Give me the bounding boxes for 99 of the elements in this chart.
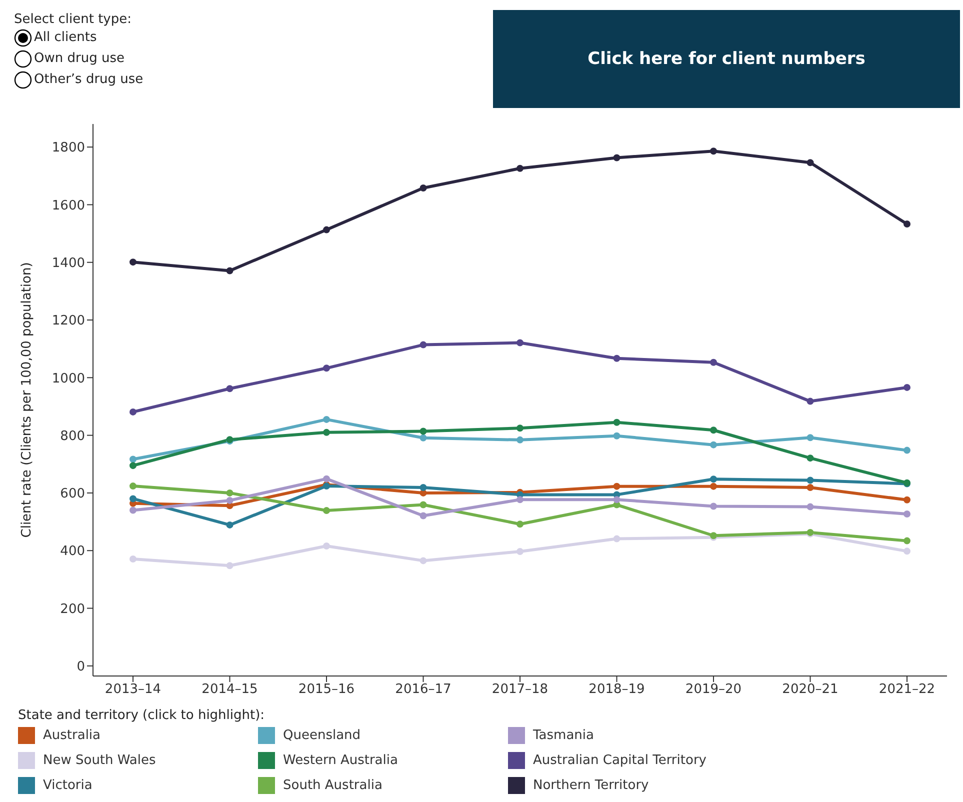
point	[323, 364, 330, 372]
x-tick-label: 2019–20	[685, 682, 742, 698]
point	[226, 562, 234, 570]
x-tick-label: 2015–16	[298, 682, 355, 698]
point	[613, 354, 620, 362]
point	[904, 496, 910, 504]
text: Select client type:	[14, 12, 132, 27]
point	[710, 148, 717, 155]
point	[226, 267, 234, 274]
point	[420, 501, 427, 508]
point	[904, 446, 910, 454]
point	[710, 426, 717, 434]
point	[420, 428, 427, 435]
point	[323, 507, 330, 514]
legend-label: Northern Territory	[533, 778, 649, 793]
point	[806, 159, 814, 166]
point	[904, 220, 910, 228]
point	[904, 548, 910, 555]
legend-label: Tasmania	[533, 728, 594, 743]
y-tick-label: 0	[76, 660, 85, 675]
x-tick-label: 2017–18	[492, 682, 548, 698]
legend-label: Queensland	[283, 728, 361, 743]
point	[323, 542, 330, 550]
point	[516, 436, 524, 444]
point	[420, 484, 427, 491]
point	[323, 428, 330, 436]
point	[323, 226, 330, 234]
point	[130, 555, 136, 562]
text: Click here for client numbers	[493, 10, 960, 108]
point	[323, 416, 330, 423]
point	[904, 510, 910, 518]
text: Own drug use	[34, 51, 124, 66]
legend-title: State and territory (click to highlight):	[18, 708, 266, 723]
text: All clients	[34, 30, 97, 45]
point	[226, 489, 234, 496]
point	[420, 184, 427, 192]
point	[710, 441, 717, 448]
point	[420, 434, 427, 442]
x-tick-label: 2021–22	[878, 682, 936, 698]
point	[516, 520, 524, 528]
y-tick-label: 200	[60, 602, 85, 617]
legend-label: Australian Capital Territory	[533, 753, 706, 768]
point	[806, 434, 814, 442]
point	[516, 339, 524, 346]
point	[613, 432, 620, 440]
y-tick-label: 800	[60, 428, 85, 444]
point	[420, 557, 427, 564]
point	[130, 258, 136, 266]
point	[806, 484, 814, 491]
legend-label: South Australia	[283, 778, 382, 793]
point	[806, 454, 814, 462]
point	[613, 482, 620, 490]
y-tick-label: 600	[60, 486, 85, 502]
point	[613, 535, 620, 542]
point	[806, 398, 814, 405]
point	[130, 506, 136, 514]
y-tick-label: 1400	[52, 256, 85, 271]
point	[806, 503, 814, 510]
x-tick-label: 2014–15	[202, 682, 258, 698]
point	[226, 496, 234, 504]
point	[710, 358, 717, 366]
point	[130, 408, 136, 416]
point	[130, 456, 136, 463]
point	[323, 475, 330, 482]
point	[806, 476, 814, 484]
point	[516, 496, 524, 504]
point	[420, 512, 427, 520]
legend-label: Victoria	[43, 778, 92, 793]
y-tick-label: 400	[60, 544, 85, 560]
point	[710, 476, 717, 483]
x-tick-label: 2016–17	[395, 682, 452, 698]
point	[710, 482, 717, 490]
text: Other’s drug use	[34, 72, 144, 87]
point	[226, 385, 234, 392]
x-tick-label: 2018–19	[588, 682, 645, 698]
y-tick-label: 1600	[52, 198, 85, 214]
point	[516, 548, 524, 555]
point	[613, 154, 620, 162]
point	[130, 482, 136, 490]
point	[904, 384, 910, 391]
y-tick-label: 1000	[52, 371, 85, 386]
legend-label: Australia	[43, 728, 101, 743]
point	[130, 462, 136, 470]
point	[710, 502, 717, 510]
point	[613, 418, 620, 426]
point	[420, 341, 427, 348]
legend-label: Western Australia	[283, 753, 398, 768]
x-tick-label: 2020–21	[782, 682, 838, 698]
point	[613, 496, 620, 504]
point	[904, 537, 910, 544]
point	[516, 164, 524, 172]
point	[516, 424, 524, 432]
y-tick-label: 1200	[52, 314, 85, 329]
y-axis-title: Client rate (Clients per 100,00 population)	[20, 262, 35, 538]
legend-label: New South Wales	[43, 753, 156, 768]
x-tick-label: 2013–14	[104, 682, 162, 698]
point	[226, 521, 234, 528]
y-tick-label: 1800	[52, 140, 85, 156]
point	[130, 495, 136, 502]
